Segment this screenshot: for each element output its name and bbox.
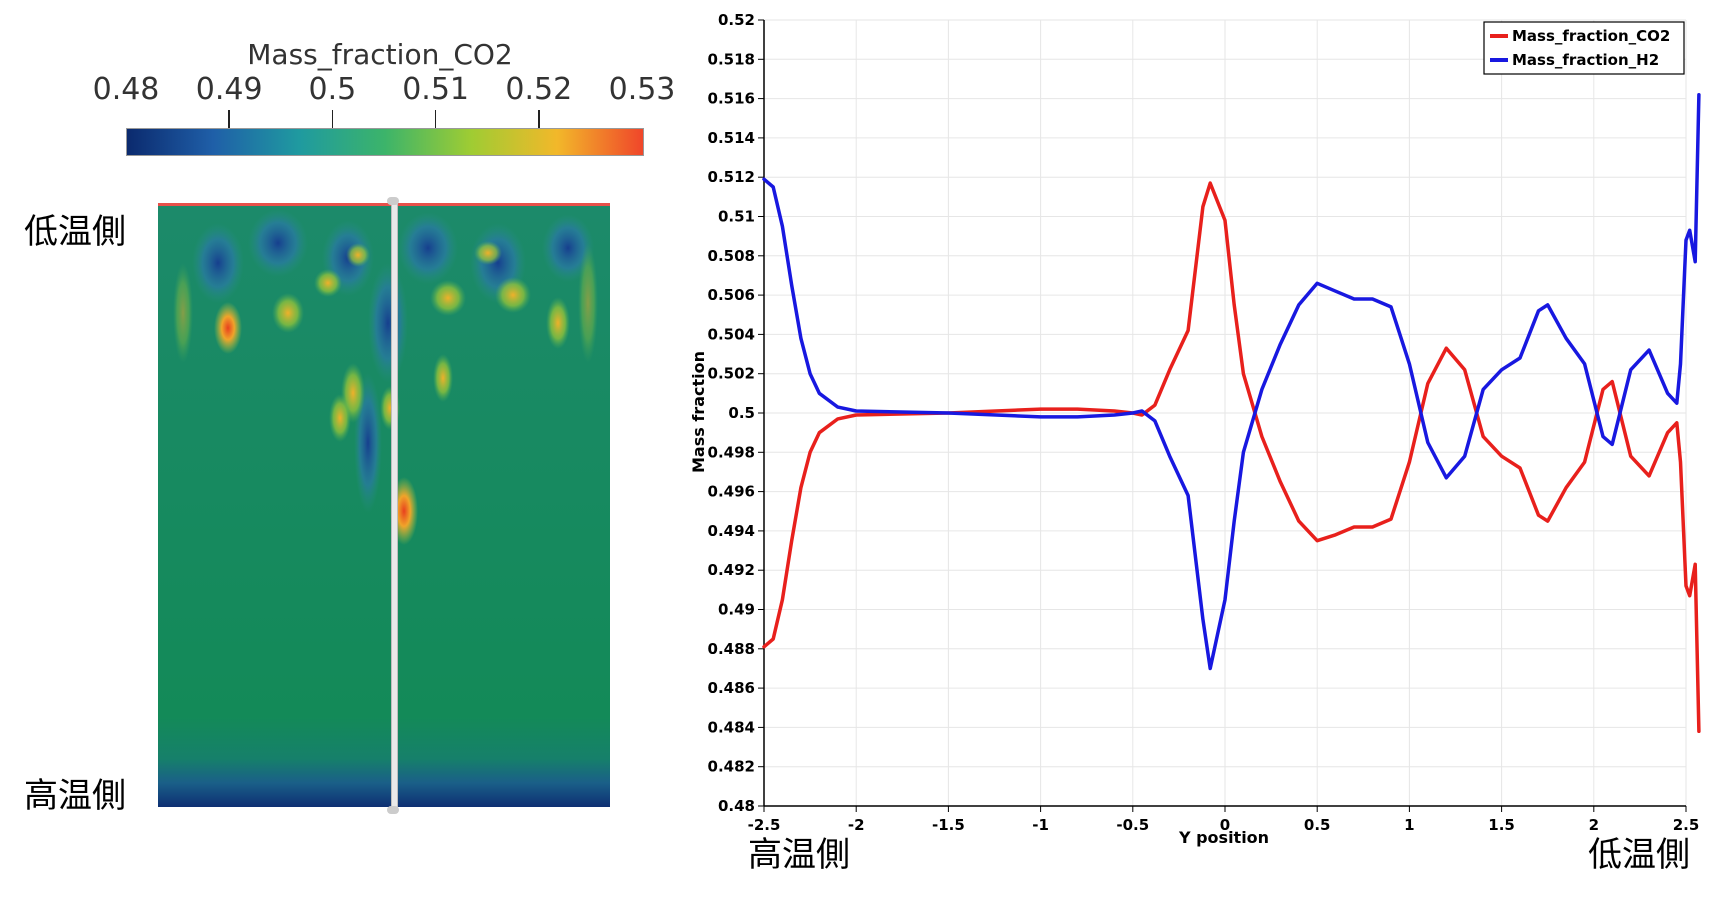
chart-hot-side-label: 高温側 [748,835,850,875]
cold-side-label: 低温側 [24,212,126,252]
colorbar-tick-label: 0.51 [402,72,469,107]
y-tick-label: 0.482 [708,758,755,776]
x-tick-label: 2 [1589,816,1599,834]
colorbar-tick-label: 0.48 [92,72,160,107]
co2-mass-fraction-field [158,203,610,807]
y-tick-label: 0.508 [708,247,755,265]
y-tick-label: 0.48 [718,797,755,815]
series-line-h2 [762,92,1701,671]
colorbar-tick-label: 0.53 [608,72,676,107]
x-tick-label: 0 [1220,816,1230,834]
colorbar-tick-label: 0.52 [505,72,573,107]
y-tick-label: 0.52 [718,11,755,29]
y-tick-label: 0.496 [708,483,755,501]
y-tick-label: 0.514 [708,129,755,147]
chart-cold-side-label: 低温側 [1588,835,1690,875]
x-tick-label: -1 [1032,816,1049,834]
probe-line [391,200,398,810]
x-tick-label: -2 [848,816,865,834]
x-tick-label: -2.5 [748,816,781,834]
y-tick-label: 0.512 [708,168,755,186]
y-tick-label: 0.504 [708,325,755,343]
colorbar-tick-mark [434,110,437,132]
colorbar-tick-mark [538,110,540,132]
probe-top-handle [387,197,399,205]
y-tick-label: 0.506 [708,286,755,304]
colorbar [126,128,644,156]
x-tick-label: -1.5 [932,816,965,834]
x-axis-title: Y position [1178,828,1269,847]
y-tick-label: 0.5 [728,404,755,422]
x-tick-label: 2.5 [1673,816,1700,834]
colorbar-tick-mark [228,110,230,132]
series [762,92,1701,734]
y-tick-label: 0.488 [708,640,755,658]
y-tick-label: 0.49 [718,601,755,619]
y-tick-label: 0.492 [708,561,755,579]
y-tick-label: 0.51 [718,208,755,226]
colorbar-title: Mass_fraction_CO2 [247,38,513,71]
y-tick-label: 0.502 [708,365,755,383]
y-tick-label: 0.494 [708,522,755,540]
y-tick-label: 0.486 [708,679,755,697]
y-tick-label: 0.484 [708,718,755,736]
colorbar-tick-label: 0.49 [195,72,263,107]
x-tick-label: 1.5 [1488,816,1515,834]
turbulent-mixing-zone [173,209,598,545]
x-tick-label: -0.5 [1116,816,1149,834]
y-tick-label: 0.516 [708,90,755,108]
y-tick-label: 0.498 [708,443,755,461]
y-tick-label: 0.518 [708,50,755,68]
probe-bottom-handle [387,806,399,814]
axes [758,19,1687,812]
x-tick-label: 1 [1404,816,1414,834]
legend-label-co2: Mass_fraction_CO2 [1512,27,1670,45]
y-axis-title: Mass fraction [689,351,708,473]
legend: Mass_fraction_CO2 Mass_fraction_H2 [1483,21,1685,75]
colorbar-tick-mark [331,110,334,132]
legend-box [1483,21,1685,75]
hot-side-label: 高温側 [24,776,126,816]
colorbar-tick-label: 0.5 [308,72,357,107]
x-tick-label: 0.5 [1304,816,1331,834]
legend-label-h2: Mass_fraction_H2 [1512,51,1659,69]
tick-labels: 0.48 0.482 0.484 0.486 0.488 0.49 0.492 0.494 0.… [708,11,1700,834]
